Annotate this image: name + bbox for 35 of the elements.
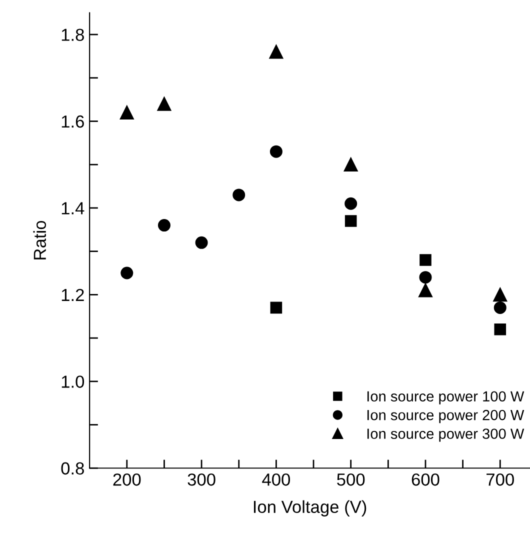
point bbox=[232, 188, 246, 202]
point bbox=[418, 283, 432, 298]
point bbox=[493, 288, 508, 302]
legend-label: Ion source power 100 W bbox=[367, 391, 524, 404]
x-axis-title: Ion Voltage (V) bbox=[254, 500, 366, 516]
point bbox=[494, 323, 506, 336]
y-tick-label: 1.2 bbox=[62, 288, 84, 301]
y-tick-label: 1.8 bbox=[62, 28, 84, 41]
point bbox=[158, 219, 170, 232]
point bbox=[120, 106, 134, 120]
point bbox=[270, 302, 282, 314]
point bbox=[494, 301, 506, 314]
legend-label: Ion source power 200 W bbox=[367, 410, 524, 424]
point bbox=[420, 254, 432, 266]
point bbox=[269, 44, 284, 59]
legend-label: Ion source power 300 W bbox=[367, 428, 524, 442]
x-tick-label: 600 bbox=[412, 473, 440, 486]
y-tick-label: 1.6 bbox=[62, 115, 84, 128]
x-tick-label: 500 bbox=[337, 473, 365, 486]
point bbox=[270, 145, 282, 158]
x-tick-label: 300 bbox=[188, 473, 216, 486]
y-tick-label: 0.8 bbox=[61, 462, 84, 475]
x-tick-label: 200 bbox=[113, 473, 141, 486]
point bbox=[157, 96, 172, 111]
x-tick-label: 700 bbox=[486, 473, 514, 486]
point bbox=[344, 197, 358, 210]
point bbox=[344, 215, 357, 227]
point bbox=[344, 158, 358, 172]
x-tick-label: 400 bbox=[262, 473, 290, 486]
y-axis-title: Ratio bbox=[33, 220, 46, 260]
y-tick-label: 1.0 bbox=[62, 376, 84, 388]
point bbox=[195, 236, 208, 249]
point bbox=[419, 271, 432, 284]
point bbox=[120, 266, 134, 280]
y-tick-label: 1.4 bbox=[62, 202, 84, 214]
